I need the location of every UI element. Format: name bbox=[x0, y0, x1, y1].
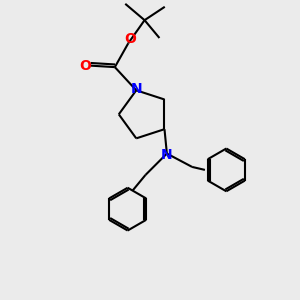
Text: O: O bbox=[124, 32, 136, 46]
Text: N: N bbox=[160, 148, 172, 162]
Text: O: O bbox=[79, 58, 91, 73]
Text: N: N bbox=[130, 82, 142, 96]
